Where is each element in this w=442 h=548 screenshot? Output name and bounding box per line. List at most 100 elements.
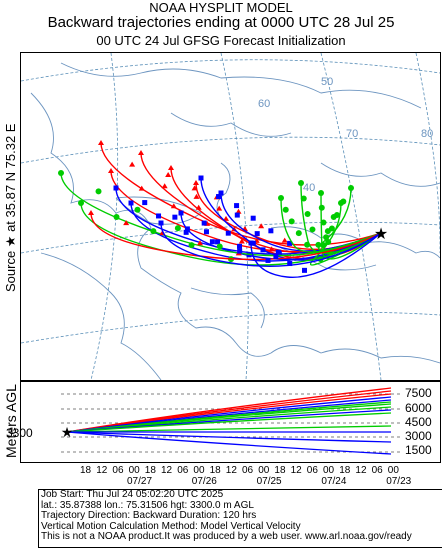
trajectory-marker [165, 171, 172, 177]
time-tick: 06 [306, 465, 318, 476]
source-coordinates: lat.: 35.87388 lon.: 75.31506 hgt: 3300.… [41, 499, 254, 511]
height-tick: 7500 [405, 386, 432, 400]
trajectory-marker [273, 254, 279, 260]
time-tick: 00 [128, 465, 140, 476]
trajectory-marker [225, 230, 231, 236]
height-tick: 4500 [405, 415, 432, 429]
height-tick: 1500 [405, 443, 432, 457]
trajectory-marker [238, 238, 245, 244]
trajectory-line [160, 222, 382, 267]
trajectory-marker [295, 230, 302, 237]
lon-label: 80 [421, 128, 433, 140]
trajectory-marker [215, 239, 221, 245]
trajectory-marker [158, 220, 164, 226]
time-tick: 00 [258, 465, 270, 476]
trajectory-marker [300, 195, 307, 202]
initialization-subtitle: 00 UTC 24 Jul GFSG Forecast Initializati… [96, 33, 346, 48]
trajectory-marker [58, 170, 64, 176]
trajectory-marker [302, 267, 308, 273]
time-tick: 18 [144, 465, 156, 476]
trajectory-line [130, 202, 382, 262]
trajectory-marker [183, 229, 189, 235]
trajectory-marker [138, 185, 145, 191]
trajectory-marker [298, 180, 304, 186]
trajectory-marker [88, 210, 94, 215]
date-tick: 07/26 [191, 476, 217, 487]
lat-label: 50 [321, 76, 333, 88]
trajectory-marker [281, 237, 288, 243]
trajectory-marker [178, 210, 184, 216]
trajectory-marker [237, 248, 243, 254]
height-gridlines [61, 393, 401, 453]
date-tick: 07/27 [127, 476, 153, 487]
trajectory-marker [282, 206, 289, 213]
trajectory-marker [237, 243, 243, 249]
trajectory-marker [318, 204, 325, 211]
trajectory-line [195, 182, 382, 250]
trajectory-marker [98, 140, 104, 145]
trajectory-line [300, 182, 382, 254]
source-star-icon: ★ [374, 226, 388, 243]
time-tick: 06 [112, 465, 124, 476]
time-tick: 06 [177, 465, 189, 476]
time-tick: 06 [242, 465, 254, 476]
trajectory-marker [287, 240, 293, 246]
time-tick: 18 [274, 465, 286, 476]
height-tick: 3000 [405, 429, 432, 443]
trajectory-marker [197, 240, 204, 246]
trajectory-marker [193, 193, 200, 199]
job-start: Job Start: Thu Jul 24 05:02:20 UTC 2025 [41, 489, 224, 500]
trajectory-line [115, 187, 382, 255]
trajectory-marker [128, 200, 134, 206]
trajectory-marker [288, 218, 295, 225]
trajectory-marker [234, 212, 240, 218]
trajectory-marker [188, 242, 195, 249]
trajectory-marker [265, 257, 271, 263]
graticule [21, 53, 440, 380]
trajectory-marker [254, 231, 260, 237]
trajectory-map: 30 40 50 60 70 80 ★ [20, 52, 441, 381]
height-trace [66, 412, 392, 433]
trajectory-marker [328, 225, 335, 232]
trajectory-marker [168, 165, 174, 170]
trajectory-marker [78, 200, 84, 206]
vertical-profile: ★ [20, 381, 441, 463]
trajectory-marker [209, 239, 215, 245]
source-location-label: Source ★ at 35.87 N 75.32 E [3, 123, 18, 292]
trajectory-marker [340, 198, 347, 205]
trajectory-marker [129, 161, 136, 167]
date-tick: 07/25 [256, 476, 282, 487]
trajectory-marker [318, 190, 324, 196]
date-tick: 07/23 [386, 476, 412, 487]
trajectory-marker [198, 175, 204, 181]
trajectory-marker [216, 243, 223, 250]
trajectory-marker [193, 180, 199, 185]
trajectory-line [250, 232, 382, 278]
trajectory-marker [150, 228, 157, 235]
model-title: NOAA HYSPLIT MODEL [149, 0, 293, 15]
time-tick: 00 [193, 465, 205, 476]
lat-label: 40 [303, 182, 315, 194]
trajectory-marker [142, 200, 148, 206]
time-tick: 12 [96, 465, 108, 476]
height-traces [66, 387, 392, 455]
trajectory-marker [268, 246, 275, 252]
time-tick: 12 [161, 465, 173, 476]
trajectory-marker [123, 220, 130, 226]
trajectory-marker [235, 208, 242, 214]
lon-label: 60 [258, 98, 270, 110]
time-tick: 18 [339, 465, 351, 476]
trajectory-marker [216, 194, 222, 200]
trajectory-marker [95, 188, 102, 195]
trajectory-marker [276, 250, 282, 256]
trajectory-lines [58, 140, 382, 278]
trajectory-marker [268, 228, 274, 234]
trajectory-marker [113, 214, 120, 221]
trajectory-marker [304, 210, 311, 217]
trajectory-marker [250, 215, 256, 221]
trajectory-marker [113, 185, 119, 191]
time-tick: 00 [323, 465, 335, 476]
trajectory-marker [348, 185, 354, 191]
time-tick: 12 [225, 465, 237, 476]
trajectory-marker [333, 212, 340, 218]
